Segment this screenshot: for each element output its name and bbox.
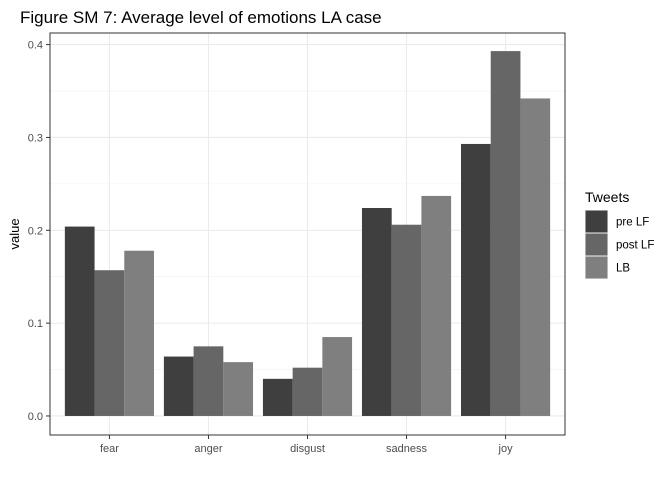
y-tick-label: 0.2 xyxy=(28,225,43,237)
bar-fear-post-lf xyxy=(94,270,125,416)
bar-anger-lb xyxy=(223,362,254,416)
bar-fear-lb xyxy=(124,250,154,416)
legend-label-post-lf: post LF xyxy=(616,240,654,252)
legend-swatch-lb xyxy=(585,256,608,279)
legend: Tweets pre LF post LF LB xyxy=(585,189,654,279)
bar-disgust-post-lf xyxy=(292,367,323,416)
x-tick-label-sadness: sadness xyxy=(386,443,427,455)
bar-sadness-pre-lf xyxy=(361,208,392,416)
bar-joy-pre-lf xyxy=(461,143,491,416)
legend-swatch-pre-lf xyxy=(585,210,608,233)
x-tick-label-anger: anger xyxy=(194,443,222,455)
x-axis-ticks: fear anger disgust sadness joy xyxy=(100,435,513,455)
legend-label-lb: LB xyxy=(616,263,630,275)
bar-disgust-lb xyxy=(322,337,353,416)
legend-label-pre-lf: pre LF xyxy=(616,217,649,229)
bar-joy-post-lf xyxy=(490,51,521,416)
bar-anger-post-lf xyxy=(193,346,224,416)
y-axis-title: value xyxy=(7,218,22,249)
bar-disgust-pre-lf xyxy=(262,378,293,416)
y-tick-label: 0.3 xyxy=(28,132,43,144)
x-tick-label-fear: fear xyxy=(100,443,119,455)
y-tick-label: 0.4 xyxy=(28,40,43,52)
bar-sadness-lb xyxy=(421,195,452,416)
x-tick-label-joy: joy xyxy=(498,443,514,455)
x-tick-label-disgust: disgust xyxy=(290,443,325,455)
bar-joy-lb xyxy=(520,98,551,416)
y-tick-label: 0.1 xyxy=(28,318,43,330)
bar-sadness-post-lf xyxy=(391,224,422,416)
bar-fear-pre-lf xyxy=(64,226,95,416)
bar-anger-pre-lf xyxy=(163,356,194,416)
y-axis-ticks: 0.0 0.1 0.2 0.3 0.4 xyxy=(28,40,50,423)
chart-title: Figure SM 7: Average level of emotions L… xyxy=(20,8,382,27)
legend-title: Tweets xyxy=(585,189,629,205)
bars xyxy=(64,51,551,416)
y-tick-label: 0.0 xyxy=(28,411,43,423)
legend-swatch-post-lf xyxy=(585,233,608,256)
